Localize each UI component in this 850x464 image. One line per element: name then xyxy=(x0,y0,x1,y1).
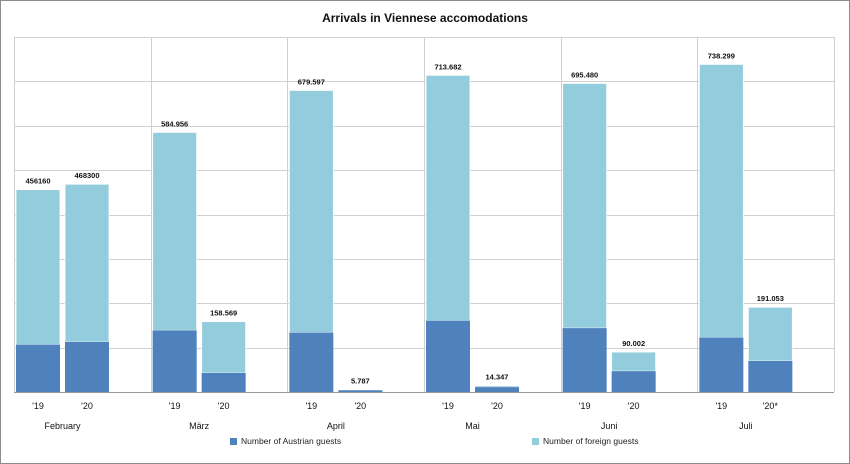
bar-segment-foreign xyxy=(15,189,61,345)
bar-segment-foreign xyxy=(747,306,793,362)
bar-segment-austrian xyxy=(152,330,197,392)
legend-swatch-austrian xyxy=(230,437,237,445)
legend-label-foreign: Number of foreign guests xyxy=(543,436,639,446)
bar-segment-foreign xyxy=(337,389,383,391)
tick-label: '19 xyxy=(442,401,454,411)
bar-segment-austrian xyxy=(699,337,744,392)
bar-total-label: 468300 xyxy=(74,171,99,180)
bar-segment-austrian xyxy=(289,332,334,392)
tick-label: '20 xyxy=(354,401,366,411)
bar-segment-austrian xyxy=(748,360,793,392)
tick-label: '19 xyxy=(579,401,591,411)
bar-total-label: 738.299 xyxy=(708,51,735,60)
bar-segment-foreign xyxy=(425,74,471,321)
bar-segment-austrian xyxy=(16,344,60,392)
bar-segment-austrian xyxy=(562,328,607,392)
bar-segment-foreign xyxy=(474,385,520,388)
bar-total-label: 456160 xyxy=(25,177,50,186)
chart-title: Arrivals in Viennese accomodations xyxy=(322,11,528,25)
bar-total-label: 90.002 xyxy=(622,339,645,348)
tick-label: '20 xyxy=(491,401,503,411)
bar-segment-austrian xyxy=(426,320,470,392)
group-label: Mai xyxy=(465,421,480,431)
bar-segment-foreign xyxy=(201,321,247,374)
bar-segment-foreign xyxy=(288,90,334,333)
group-label: Juli xyxy=(739,421,753,431)
group-label: März xyxy=(189,421,209,431)
legend-label-austrian: Number of Austrian guests xyxy=(241,436,342,446)
bar-segment-austrian xyxy=(201,372,246,392)
group-label: Juni xyxy=(601,421,618,431)
bar-segment-foreign xyxy=(611,351,657,372)
bar-total-label: 695.480 xyxy=(571,70,598,79)
legend-swatch-foreign xyxy=(532,437,539,445)
tick-label: '19 xyxy=(169,401,181,411)
bar-segment-foreign xyxy=(698,63,744,338)
bar-segment-foreign xyxy=(562,82,608,329)
bar-segment-austrian xyxy=(475,387,519,392)
tick-label: '19 xyxy=(32,401,44,411)
tick-label: '20 xyxy=(81,401,93,411)
bar-segment-foreign xyxy=(152,132,198,331)
legend-item-austrian: Number of Austrian guests xyxy=(230,436,341,446)
tick-label: '20 xyxy=(218,401,230,411)
bar-segment-austrian xyxy=(611,371,656,392)
tick-label: '19 xyxy=(305,401,317,411)
group-label: April xyxy=(327,421,345,431)
bar-total-label: 14.347 xyxy=(486,373,509,382)
bar-total-label: 5.787 xyxy=(351,376,370,385)
bar-total-label: 679.597 xyxy=(298,77,325,86)
bar-total-label: 584.956 xyxy=(161,119,188,128)
bar-total-label: 158.569 xyxy=(210,309,237,318)
legend-item-foreign: Number of foreign guests xyxy=(532,436,638,446)
bar-segment-foreign xyxy=(64,183,110,343)
tick-label: '20 xyxy=(628,401,640,411)
tick-label: '20* xyxy=(763,401,779,411)
bar-total-label: 191.053 xyxy=(757,294,784,303)
bar-total-label: 713.682 xyxy=(434,62,461,71)
bar-segment-austrian xyxy=(65,341,109,392)
tick-label: '19 xyxy=(715,401,727,411)
bar-segment-austrian xyxy=(338,390,383,392)
group-label: February xyxy=(44,421,81,431)
